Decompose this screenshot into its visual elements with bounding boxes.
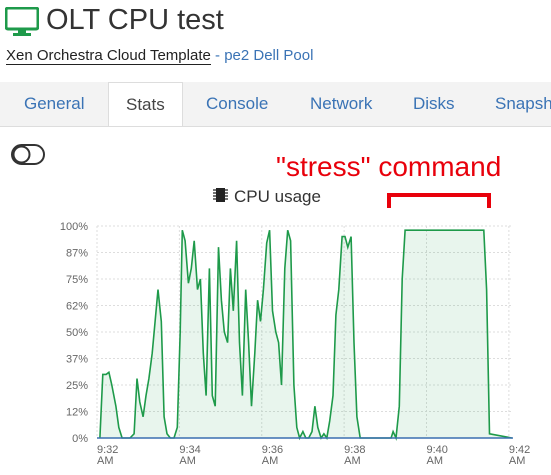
- separator: -: [215, 47, 221, 64]
- y-tick-label: 62%: [66, 301, 88, 313]
- line: [99, 229, 512, 442]
- tab[interactable]: Network: [310, 94, 373, 113]
- toggle[interactable]: [11, 144, 45, 165]
- annotation-bracket: [387, 193, 491, 208]
- cpu-icon: [213, 188, 228, 202]
- vm-title: OLT CPU test: [46, 4, 224, 36]
- y-tick-label: 75%: [66, 274, 88, 286]
- y-tick-label: 0%: [72, 433, 88, 445]
- chart: CPU usage "stress" command 0% 12% 25% 37% 50…: [11, 144, 513, 445]
- y-tick-label: 37%: [66, 354, 88, 366]
- y-tick-label: 25%: [66, 380, 88, 392]
- y-tick-label: 87%: [66, 248, 88, 260]
- tab[interactable]: Console: [206, 94, 269, 113]
- x-tick-label: 9:38 AM: [344, 444, 366, 467]
- tab[interactable]: Disks: [413, 94, 455, 113]
- tab[interactable]: General: [24, 94, 85, 113]
- template-name: Xen Orchestra Cloud Template: [6, 47, 211, 65]
- tab-active[interactable]: Stats: [108, 82, 183, 126]
- x-tick-label: 9:32 AM: [97, 444, 119, 467]
- tab-bar: General Stats Console Network Disks Snap…: [0, 82, 551, 127]
- y-tick-label: 12%: [66, 407, 88, 419]
- y-tick-label: 50%: [66, 327, 88, 339]
- tab[interactable]: Snapshots: [495, 94, 551, 113]
- x-tick-label: 9:36 AM: [261, 444, 284, 467]
- x-tick-label: 9:42 AM: [508, 444, 531, 467]
- annotation: "stress" command: [276, 151, 501, 182]
- x-tick-label: 9:34 AM: [179, 444, 201, 467]
- pool-link[interactable]: pe2 Dell Pool: [224, 47, 314, 64]
- area: [99, 230, 512, 438]
- chart-title: CPU usage: [234, 187, 321, 206]
- x-tick-label: 9:40 AM: [426, 444, 448, 467]
- vm-icon: [5, 7, 39, 36]
- y-tick-label: 100%: [60, 221, 88, 233]
- vm-subtitle: Xen Orchestra Cloud Template - pe2 Dell …: [6, 47, 314, 65]
